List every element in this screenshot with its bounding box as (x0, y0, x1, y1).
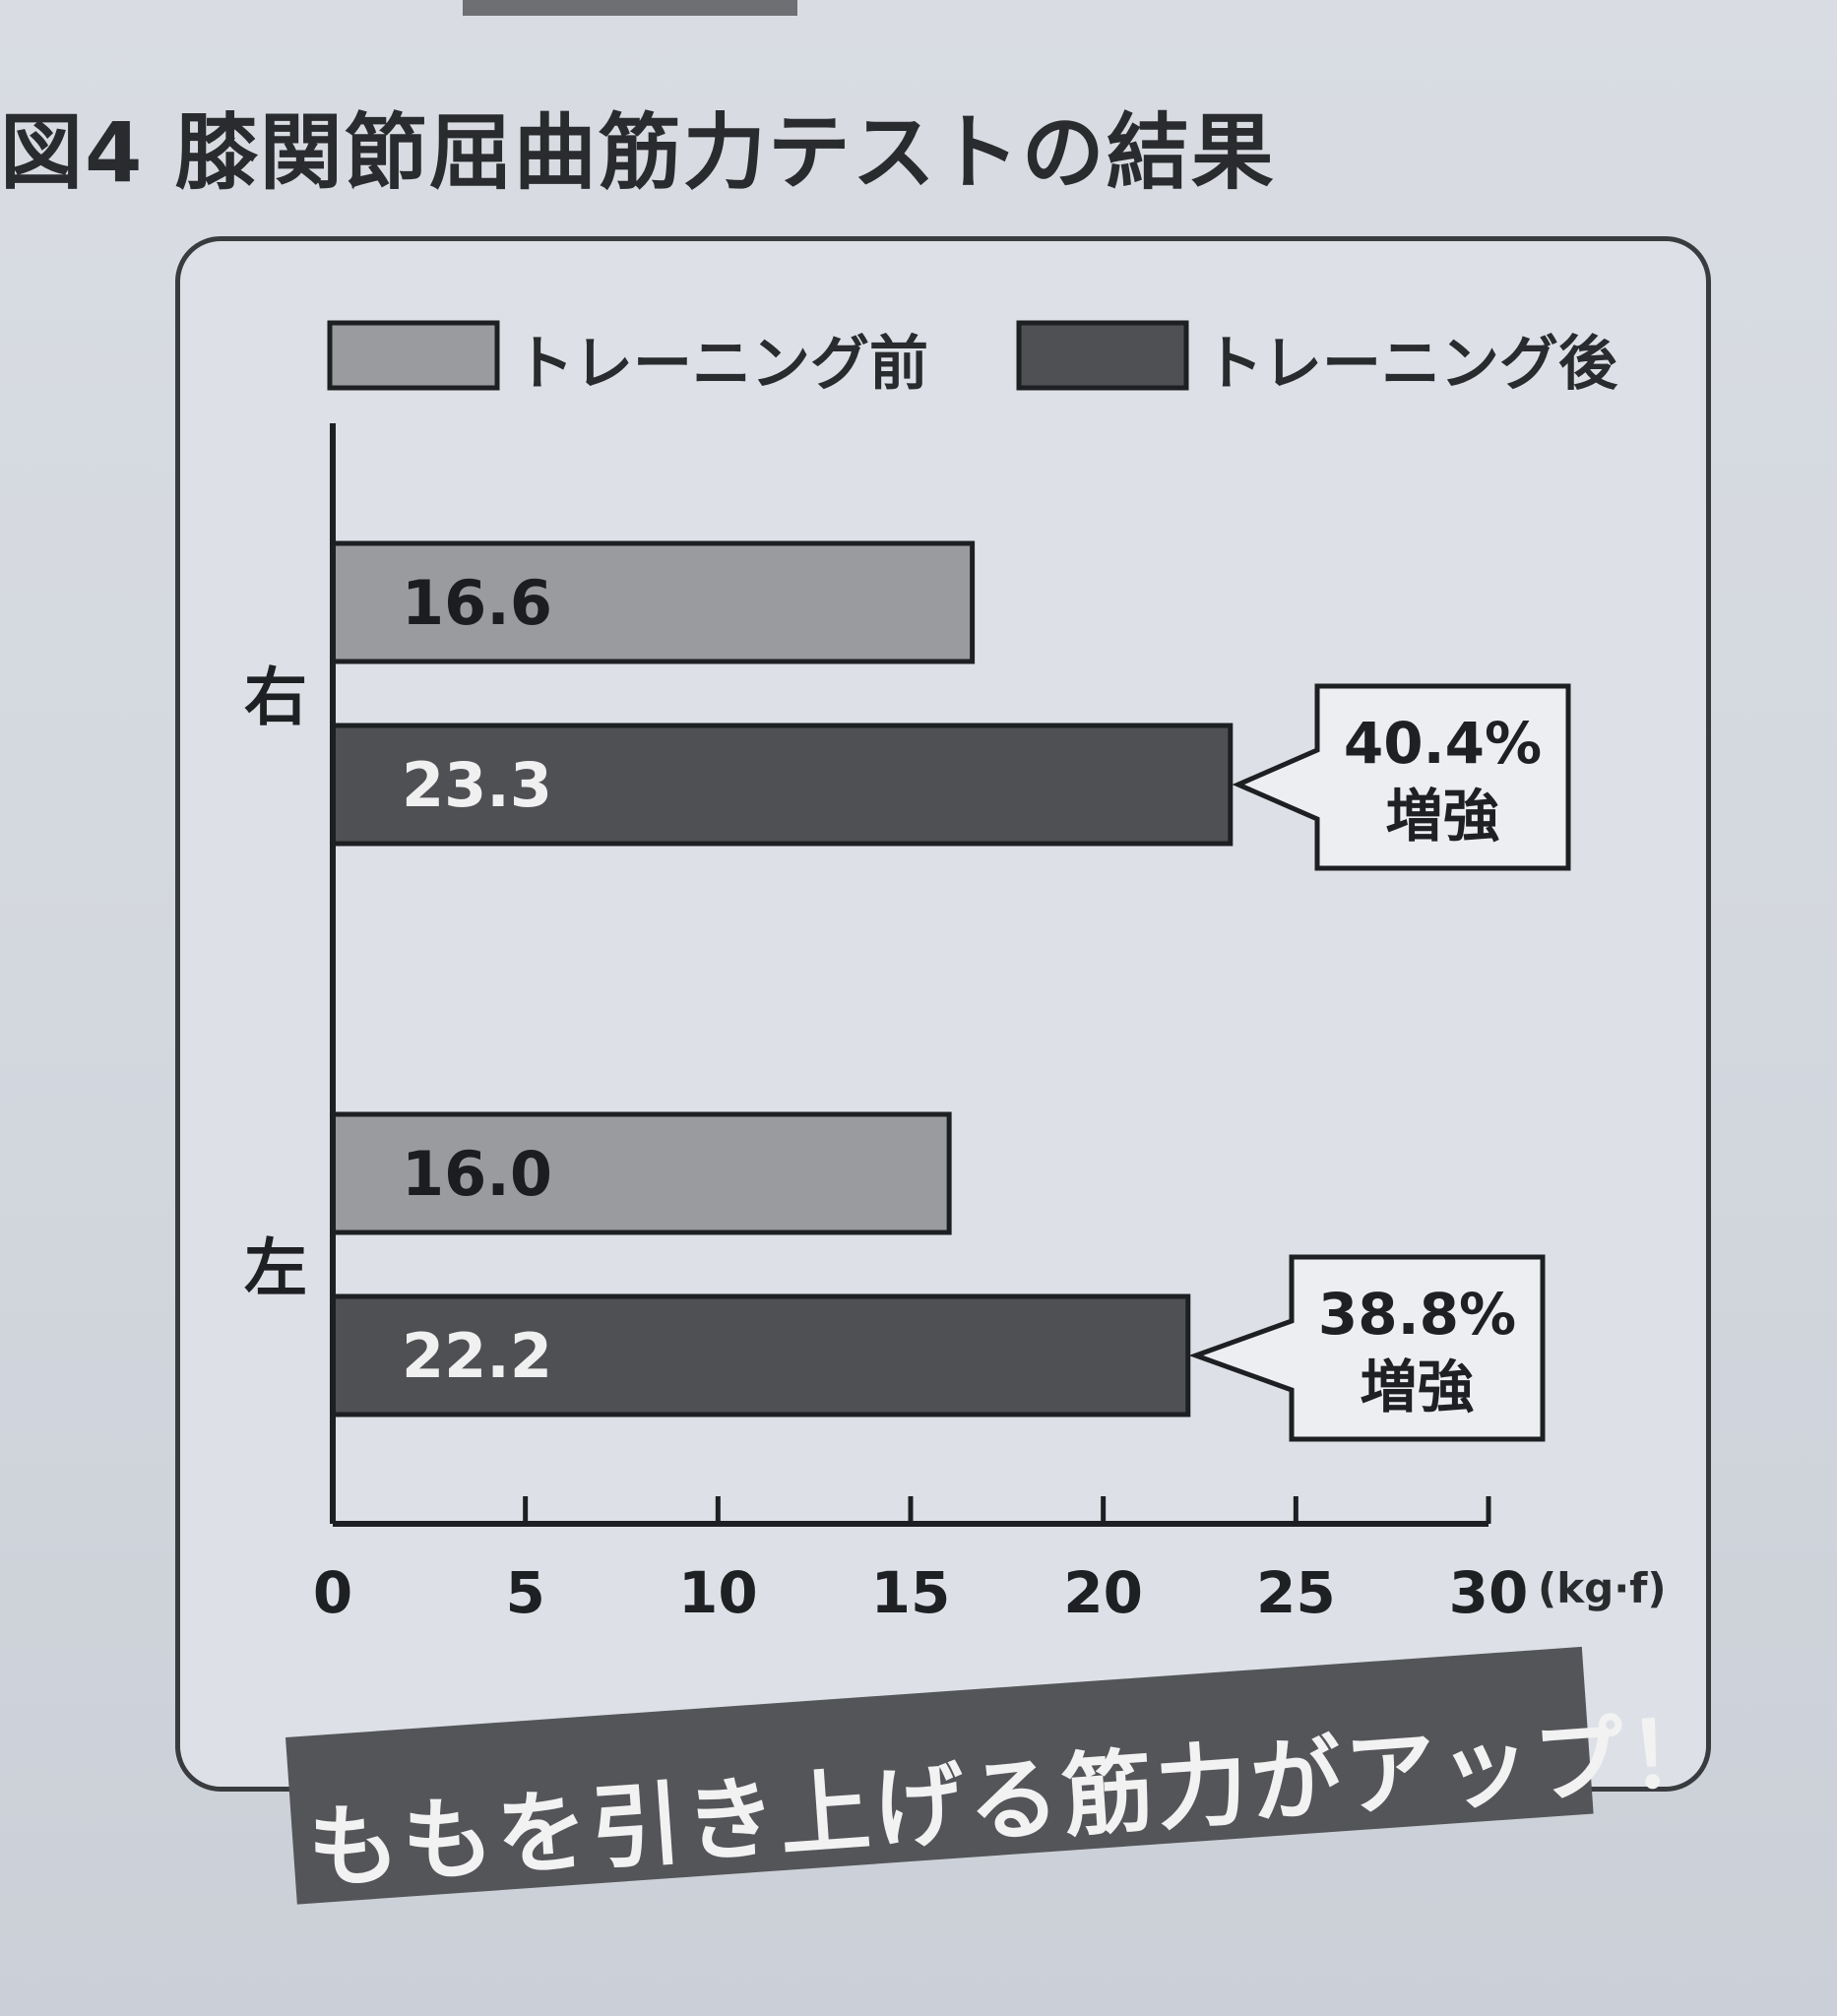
legend-label-before: トレーニング前 (515, 330, 928, 399)
callout-percent: 38.8% (1318, 1281, 1516, 1348)
callout-percent: 40.4% (1344, 710, 1542, 777)
legend-swatch-before (327, 320, 500, 391)
callout-box-left (1188, 1254, 1546, 1442)
bar-left-after (330, 1293, 1191, 1418)
bar-value-label: 22.2 (402, 1320, 552, 1392)
x-tick-label: 25 (1256, 1559, 1336, 1626)
x-tick-label: 20 (1063, 1559, 1143, 1626)
bar-right-before (330, 540, 976, 664)
category-label-right: 右 (244, 662, 307, 735)
x-tick-label: 10 (678, 1559, 758, 1626)
callout-label: 増強 (1385, 783, 1499, 850)
figure-title: 図4 膝関節屈曲筋力テストの結果 (0, 104, 1276, 201)
x-tick-label: 15 (871, 1559, 951, 1626)
chart-panel (175, 236, 1711, 1792)
x-axis-unit: (kg·f) (1538, 1564, 1667, 1612)
x-tick-label: 5 (505, 1559, 544, 1626)
legend-label-after: トレーニング後 (1204, 330, 1618, 399)
bar-value-label: 16.0 (402, 1138, 552, 1210)
callout-box-right (1232, 683, 1571, 871)
x-tick-label: 0 (313, 1559, 352, 1626)
callout-label: 増強 (1360, 1354, 1474, 1420)
bar-value-label: 16.6 (402, 567, 552, 639)
bar-value-label: 23.3 (402, 749, 552, 821)
legend-swatch-after (1016, 320, 1189, 391)
x-tick-label: 30 (1449, 1559, 1529, 1626)
bar-right-after (330, 723, 1234, 847)
top-decorative-strip (463, 0, 797, 16)
category-label-left: 左 (244, 1233, 307, 1306)
